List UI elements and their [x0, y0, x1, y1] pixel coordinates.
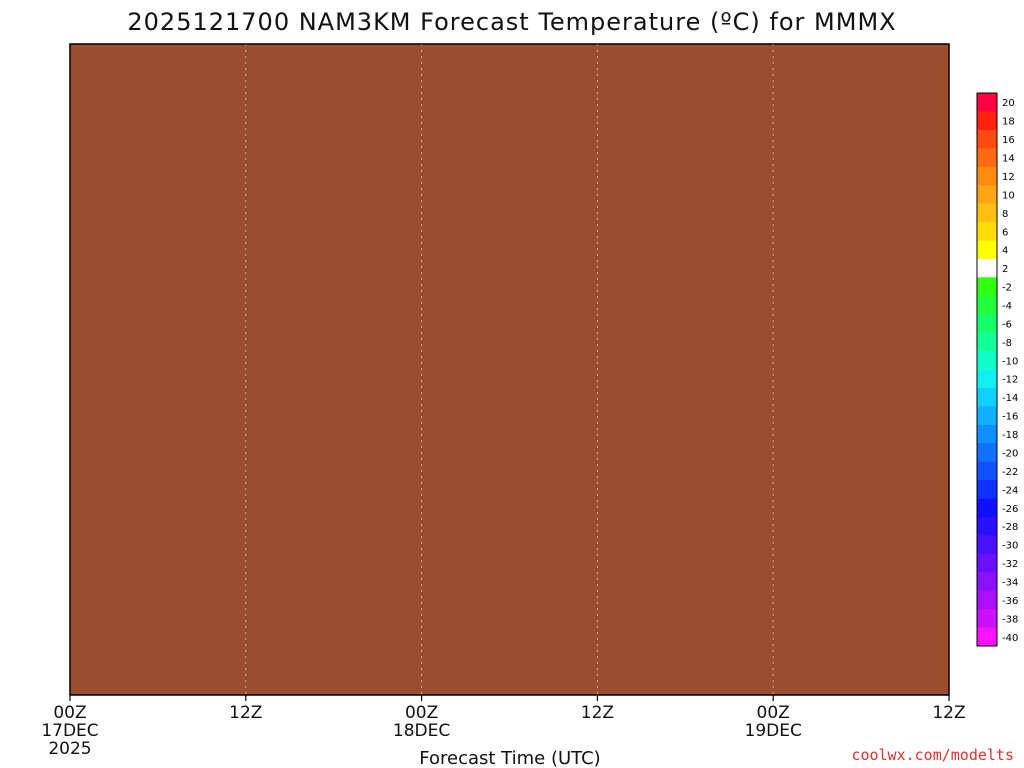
plot-area: -54-50-50-50-50-46-46-46-42-42-42-38-38-…	[70, 44, 949, 695]
chart-title: 2025121700 NAM3KM Forecast Temperature (…	[127, 8, 896, 36]
